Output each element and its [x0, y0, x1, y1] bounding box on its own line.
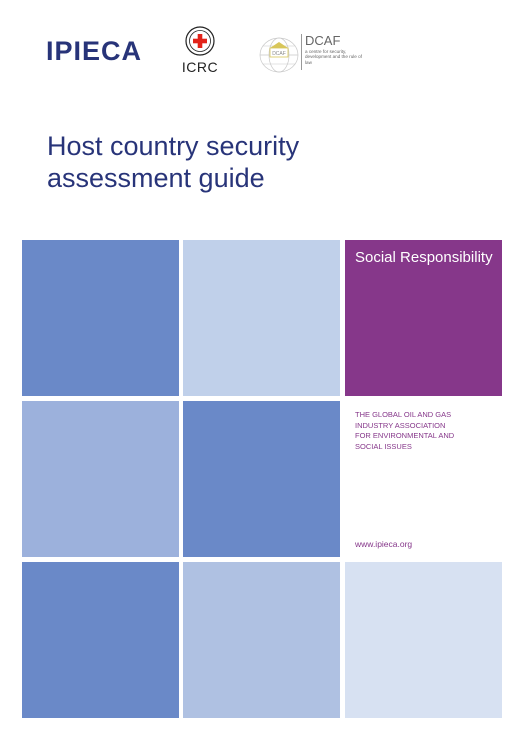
icrc-logo: ICRC: [176, 26, 224, 75]
association-text: THE GLOBAL OIL AND GAS INDUSTRY ASSOCIAT…: [355, 410, 455, 452]
dcaf-logo: DCAF DCAF a centre for security, develop…: [257, 30, 367, 74]
info-panel: THE GLOBAL OIL AND GAS INDUSTRY ASSOCIAT…: [345, 401, 502, 557]
ipieca-logo: IPIECA: [46, 36, 143, 66]
document-title: Host country security assessment guide: [47, 131, 300, 193]
icrc-wordmark: ICRC: [181, 59, 219, 75]
tile-r2c2: [183, 401, 340, 557]
website-link[interactable]: www.ipieca.org: [355, 539, 413, 549]
dcaf-tagline: a centre for security, development and t…: [305, 49, 362, 65]
red-cross-emblem-icon: [185, 26, 215, 56]
tile-r3c2: [183, 562, 340, 718]
dcaf-divider: [301, 34, 302, 70]
dcaf-emblem-label: DCAF: [272, 51, 286, 57]
dcaf-globe-emblem-icon: DCAF: [259, 37, 299, 73]
dcaf-wordmark: DCAF: [305, 33, 341, 48]
series-label: Social Responsibility: [355, 249, 493, 266]
tile-r1c1: [22, 240, 179, 396]
tile-r1c2: [183, 240, 340, 396]
tile-r2c1: [22, 401, 179, 557]
series-panel: Social Responsibility: [345, 240, 502, 396]
association-line: THE GLOBAL OIL AND GAS INDUSTRY ASSOCIAT…: [355, 410, 455, 451]
tile-r3c3: [345, 562, 502, 718]
tile-r3c1: [22, 562, 179, 718]
